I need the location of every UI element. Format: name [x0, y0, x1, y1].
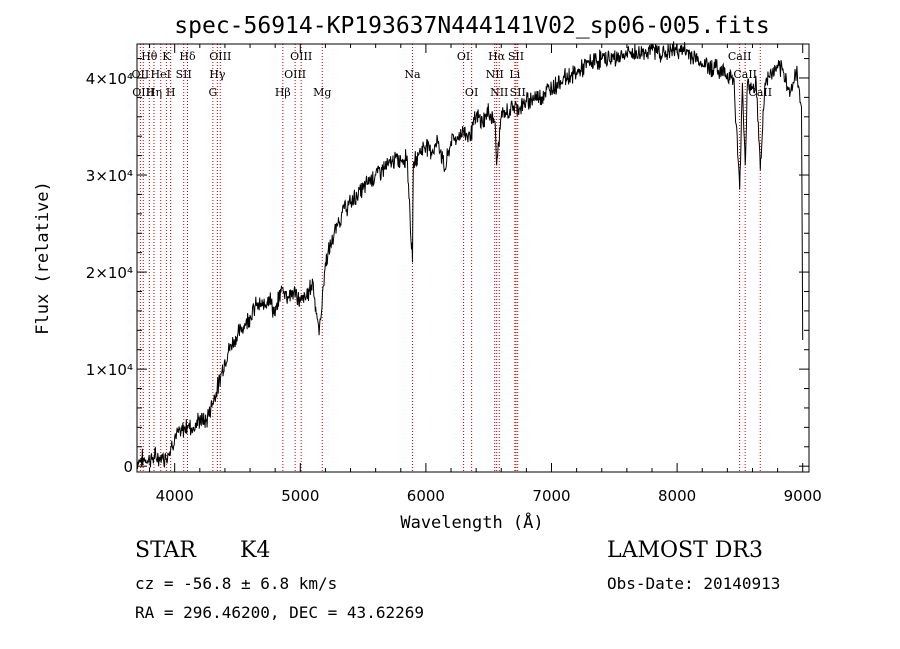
marker-label: K: [162, 50, 171, 63]
survey-label: LAMOST DR3: [607, 538, 763, 563]
x-tick-label: 6000: [407, 487, 445, 505]
marker-label: Na: [404, 68, 421, 81]
marker-label: OIII: [284, 68, 306, 81]
marker-label: G: [208, 86, 217, 99]
obs-date-text: Obs-Date: 20140913: [607, 574, 781, 593]
marker-label: OI: [457, 50, 470, 63]
x-axis-ticks: 4000 5000 6000 7000 8000 9000: [149, 44, 822, 505]
y-tick-label: 3×10⁴: [86, 167, 133, 185]
marker-label: Hη: [146, 86, 162, 99]
x-tick-label: 4000: [156, 487, 194, 505]
marker-label: CaII: [748, 86, 772, 99]
emission-line-labels: HθOIIOIIIHηHeIKHSIIHδGHγOIIIHβOIIIOIIIMg…: [132, 50, 773, 99]
chart-title: spec-56914-KP193637N444141V02_sp06-005.f…: [174, 13, 769, 39]
marker-label: Hδ: [179, 50, 196, 63]
spectrum-line: [136, 41, 804, 469]
marker-label: Hγ: [209, 68, 226, 81]
marker-label: SII: [176, 68, 192, 81]
y-tick-label: 1×10⁴: [86, 361, 133, 379]
marker-label: Hθ: [141, 50, 158, 63]
marker-label: OIII: [132, 86, 154, 99]
x-tick-label: 5000: [281, 487, 319, 505]
marker-label: HeI: [151, 68, 171, 81]
marker-label: OII: [132, 68, 150, 81]
y-axis-ticks: 0 1×10⁴ 2×10⁴ 3×10⁴ 4×10⁴: [86, 58, 809, 476]
y-axis-label: Flux (relative): [33, 181, 53, 335]
marker-label: OI: [465, 86, 478, 99]
marker-label: Mg: [313, 86, 331, 99]
y-tick-label: 0: [123, 458, 133, 476]
marker-label: SII: [508, 50, 524, 63]
subclass-label: K4: [240, 538, 271, 563]
marker-label: OIII: [209, 50, 231, 63]
marker-label: CaII: [728, 50, 752, 63]
emission-line-markers: [139, 44, 761, 472]
marker-label: H: [166, 86, 176, 99]
marker-label: NII: [486, 68, 504, 81]
class-label: STAR: [135, 538, 196, 563]
marker-label: SII: [510, 86, 526, 99]
marker-label: Hα: [488, 50, 506, 63]
plot-frame: [136, 43, 810, 473]
coordinates-text: RA = 296.46200, DEC = 43.62269: [135, 603, 424, 622]
object-class: STAR: [135, 538, 196, 563]
marker-label: NII: [490, 86, 508, 99]
marker-label: Hβ: [275, 86, 291, 99]
y-tick-label: 2×10⁴: [86, 264, 133, 282]
x-tick-label: 9000: [784, 487, 822, 505]
y-tick-label: 4×10⁴: [86, 70, 133, 88]
x-tick-label: 7000: [532, 487, 570, 505]
object-subclass: K4: [240, 538, 270, 563]
marker-label: CaII: [733, 68, 757, 81]
x-axis-label: Wavelength (Å): [400, 511, 543, 533]
x-tick-label: 8000: [658, 487, 696, 505]
redshift-text: cz = -56.8 ± 6.8 km/s: [135, 574, 338, 593]
marker-label: OIII: [290, 50, 312, 63]
marker-label: Li: [509, 68, 520, 81]
